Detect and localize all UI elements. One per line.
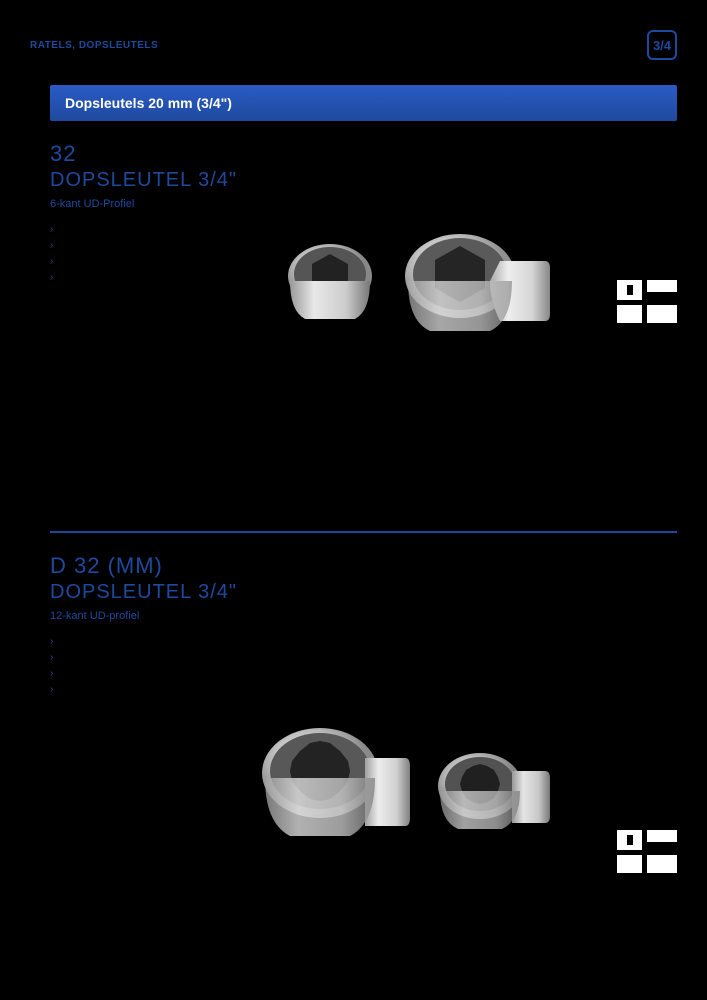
product-subtitle: 6-kant UD-Profiel [50,198,677,210]
socket-image-small [280,241,380,336]
product-code: 32 [50,141,677,167]
socket-image-large-12pt [250,718,410,863]
product-images [250,718,677,863]
title-bar: Dopsleutels 20 mm (3/4") [50,85,677,121]
section-divider [50,531,677,533]
bullet-list: › › › › [50,634,677,698]
bullet-item: › [50,682,677,698]
size-badge: 3/4 [647,30,677,60]
bullet-item: › [50,650,677,666]
page-header: RATELS, DOPSLEUTELS 3/4 [0,0,707,70]
bullet-item: › [50,634,677,650]
technical-diagram-1 [617,280,677,330]
product-section-2: D 32 (MM) DOPSLEUTEL 3/4" 12-kant UD-pro… [0,553,707,863]
product-code: D 32 (MM) [50,553,677,579]
socket-image-small-12pt [430,741,550,841]
product-section-1: 32 DOPSLEUTEL 3/4" 6-kant UD-Profiel › ›… [0,121,707,351]
section-2-wrapper: D 32 (MM) DOPSLEUTEL 3/4" 12-kant UD-pro… [0,531,707,863]
socket-image-large [400,226,550,351]
technical-diagram-2 [617,830,677,880]
breadcrumb: RATELS, DOPSLEUTELS [30,40,158,51]
product-subtitle: 12-kant UD-profiel [50,610,677,622]
product-title: DOPSLEUTEL 3/4" [50,581,677,604]
bullet-item: › [50,666,677,682]
product-title: DOPSLEUTEL 3/4" [50,169,677,192]
